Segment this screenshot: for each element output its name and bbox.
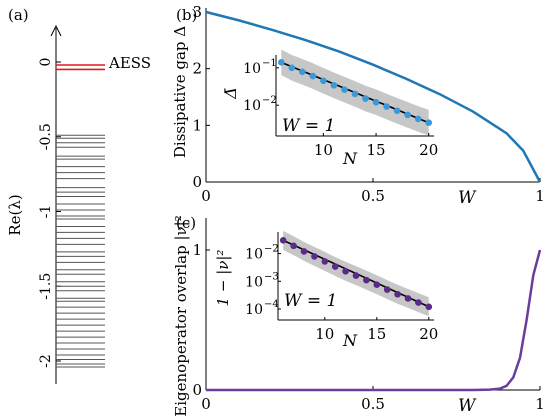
panel-a-axis-arrow	[50, 24, 62, 37]
panel-b-xtick-label: 0	[201, 187, 211, 205]
inset-b-data-point	[320, 77, 327, 85]
inset-b-ytick-exponent: −2	[262, 95, 277, 106]
panel-b-xtick-label: 1	[535, 187, 545, 205]
panel-b-ytick-label: 0	[192, 173, 202, 191]
inset-c-ytick-exponent: −4	[264, 299, 279, 310]
panel-a-ytick-label: 0	[38, 58, 54, 67]
inset-b-ylabel: Δ̄	[221, 87, 240, 100]
panel-a-ytick-label: -1	[38, 205, 54, 219]
panel-b-ytick-label: 3	[192, 3, 202, 21]
panel-c-xtick-label: 1	[535, 395, 545, 413]
panel-c: (c) Eigenoperator overlap |ν|² 0 0.5 101 W…	[172, 214, 545, 416]
inset-c-data-point	[415, 299, 422, 306]
panel-c-label: (c)	[176, 214, 196, 232]
inset-b-xtick-label: 15	[367, 141, 386, 159]
inset-b-data-point	[425, 119, 433, 127]
inset-b-data-point	[414, 115, 422, 123]
inset-c-data-point	[404, 295, 412, 302]
panel-c-ylabel: Eigenoperator overlap |ν|²	[172, 215, 190, 416]
panel-a-ytick-label: -2	[38, 354, 54, 368]
inset-b-ytick-label: 10	[243, 98, 261, 114]
inset-c-data-point	[363, 276, 370, 284]
panel-a-annotation: AESS	[108, 54, 151, 72]
inset-c-xlabel: N	[342, 331, 358, 350]
inset-c-data-point	[352, 272, 360, 279]
inset-b-data-point	[309, 72, 317, 80]
inset-c-data-point	[311, 253, 318, 260]
inset-b-data-point	[383, 103, 390, 110]
inset-b-data-point	[372, 98, 380, 106]
inset-b-data-point	[362, 95, 369, 102]
inset-c-data-point	[331, 263, 339, 270]
inset-b-data-point	[330, 82, 338, 89]
inset-b-data-point	[277, 59, 285, 66]
panel-c-xtick-label: 0	[201, 395, 211, 413]
inset-c-ytick-exponent: −2	[264, 244, 279, 255]
inset-c-data-point	[321, 258, 329, 265]
inset-b-data-point	[393, 107, 401, 115]
inset-b-data-point	[351, 90, 359, 98]
inset-c-ytick-label: 10	[245, 274, 263, 290]
panel-a-ylabel: Re(λ)	[6, 194, 24, 235]
panel-a: (a) Re(λ) 0 -0.5 -1 -1.5 -2 AESS	[6, 6, 151, 384]
inset-c-ytick-label: 10	[245, 247, 263, 263]
inset-b-ytick-label: 10	[243, 61, 261, 77]
panel-c-xtick-label: 0.5	[361, 395, 385, 413]
inset-c-ytick-label: 10	[245, 302, 263, 318]
panel-b-ytick-label: 2	[192, 60, 202, 78]
inset-b-xtick-label: 10	[314, 141, 333, 159]
inset-c-data-point	[290, 242, 297, 250]
inset-c-xtick-label: 15	[367, 325, 386, 343]
inset-c-annotation: W = 1	[284, 291, 337, 311]
panel-b-ytick-label: 1	[192, 116, 202, 134]
inset-c-data-point	[394, 290, 401, 298]
inset-c-data-point	[373, 281, 381, 289]
panel-b-label: (b)	[176, 6, 197, 24]
inset-c-xtick-label: 20	[419, 325, 438, 343]
inset-b-data-point	[288, 64, 296, 72]
inset-c-data-point	[300, 248, 308, 255]
panel-a-label: (a)	[8, 6, 29, 24]
panel-c-ytick-label: 1	[192, 241, 202, 259]
inset-b-data-point	[341, 86, 348, 93]
inset-b-xtick-label: 20	[419, 141, 438, 159]
inset-c-xtick-label: 10	[315, 325, 334, 343]
inset-c-data-point	[425, 303, 433, 311]
panel-c-xlabel: W	[458, 396, 477, 416]
panel-a-ytick-label: -1.5	[38, 273, 54, 300]
panel-b-ylabel: Dissipative gap Δ	[171, 26, 189, 158]
inset-c-data-point	[279, 237, 287, 244]
inset-b-annotation: W = 1	[282, 116, 335, 136]
inset-b-data-point	[299, 68, 306, 76]
panel-c-series-line	[206, 249, 542, 392]
inset-b-ytick-exponent: −1	[262, 58, 277, 69]
panel-c-ytick-label: 0	[192, 381, 202, 399]
inset-c-ylabel: 1 − |ν|²	[214, 250, 232, 307]
inset-c-data-point	[383, 286, 391, 293]
inset-c-data-point	[342, 267, 349, 275]
inset-b-xlabel: N	[342, 149, 358, 168]
inset-b-data-point	[404, 111, 411, 119]
panel-a-ytick-label: -0.5	[38, 123, 54, 150]
panel-b-xtick-label: 0.5	[361, 187, 385, 205]
panel-b-series-line	[205, 10, 542, 183]
inset-c-ytick-exponent: −3	[264, 271, 279, 282]
panel-b-xlabel: W	[458, 188, 477, 208]
